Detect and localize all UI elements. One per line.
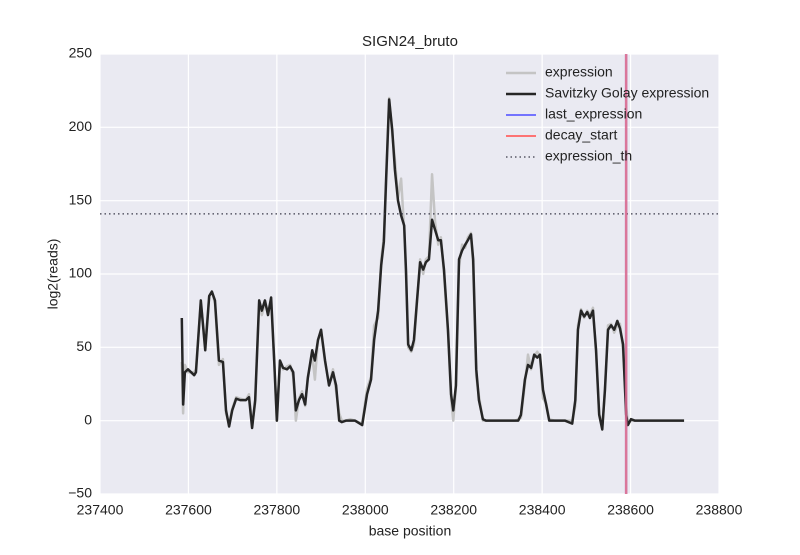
y-tick-label: 150 xyxy=(69,191,93,207)
x-tick-label: 238400 xyxy=(519,502,566,518)
x-tick-label: 237800 xyxy=(253,502,300,518)
y-tick-label: 50 xyxy=(76,338,92,354)
x-tick-label: 238000 xyxy=(342,502,389,518)
y-tick-label: 250 xyxy=(69,45,93,61)
plot-area xyxy=(100,54,719,494)
legend-label: last_expression xyxy=(545,106,642,122)
legend-label: expression_th xyxy=(545,148,632,164)
legend-label: Savitzky Golay expression xyxy=(545,85,709,101)
chart-title: SIGN24_bruto xyxy=(362,33,458,50)
legend-label: decay_start xyxy=(545,127,617,143)
x-tick-label: 238600 xyxy=(607,502,654,518)
x-tick-label: 237600 xyxy=(165,502,212,518)
x-tick-label: 237400 xyxy=(77,502,124,518)
x-tick-label: 238800 xyxy=(696,502,743,518)
data-line xyxy=(180,98,685,431)
y-tick-label: −50 xyxy=(68,485,92,501)
y-tick-label: 100 xyxy=(69,265,93,281)
legend-label: expression xyxy=(545,64,613,80)
y-axis-label: log2(reads) xyxy=(45,239,61,310)
y-tick-label: 0 xyxy=(84,411,92,427)
y-tick-label: 200 xyxy=(69,118,93,134)
x-tick-label: 238200 xyxy=(430,502,477,518)
x-axis-label: base position xyxy=(369,523,452,539)
